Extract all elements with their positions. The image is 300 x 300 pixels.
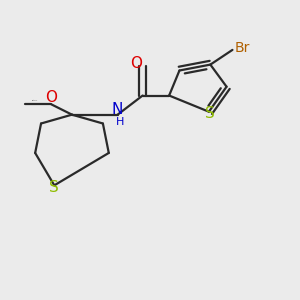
Text: methoxy: methoxy bbox=[32, 99, 38, 101]
Text: S: S bbox=[50, 180, 59, 195]
Text: O: O bbox=[130, 56, 142, 71]
Text: H: H bbox=[116, 117, 125, 127]
Text: O: O bbox=[45, 90, 57, 105]
Text: S: S bbox=[205, 106, 214, 121]
Text: N: N bbox=[112, 103, 123, 118]
Text: Br: Br bbox=[235, 41, 250, 56]
